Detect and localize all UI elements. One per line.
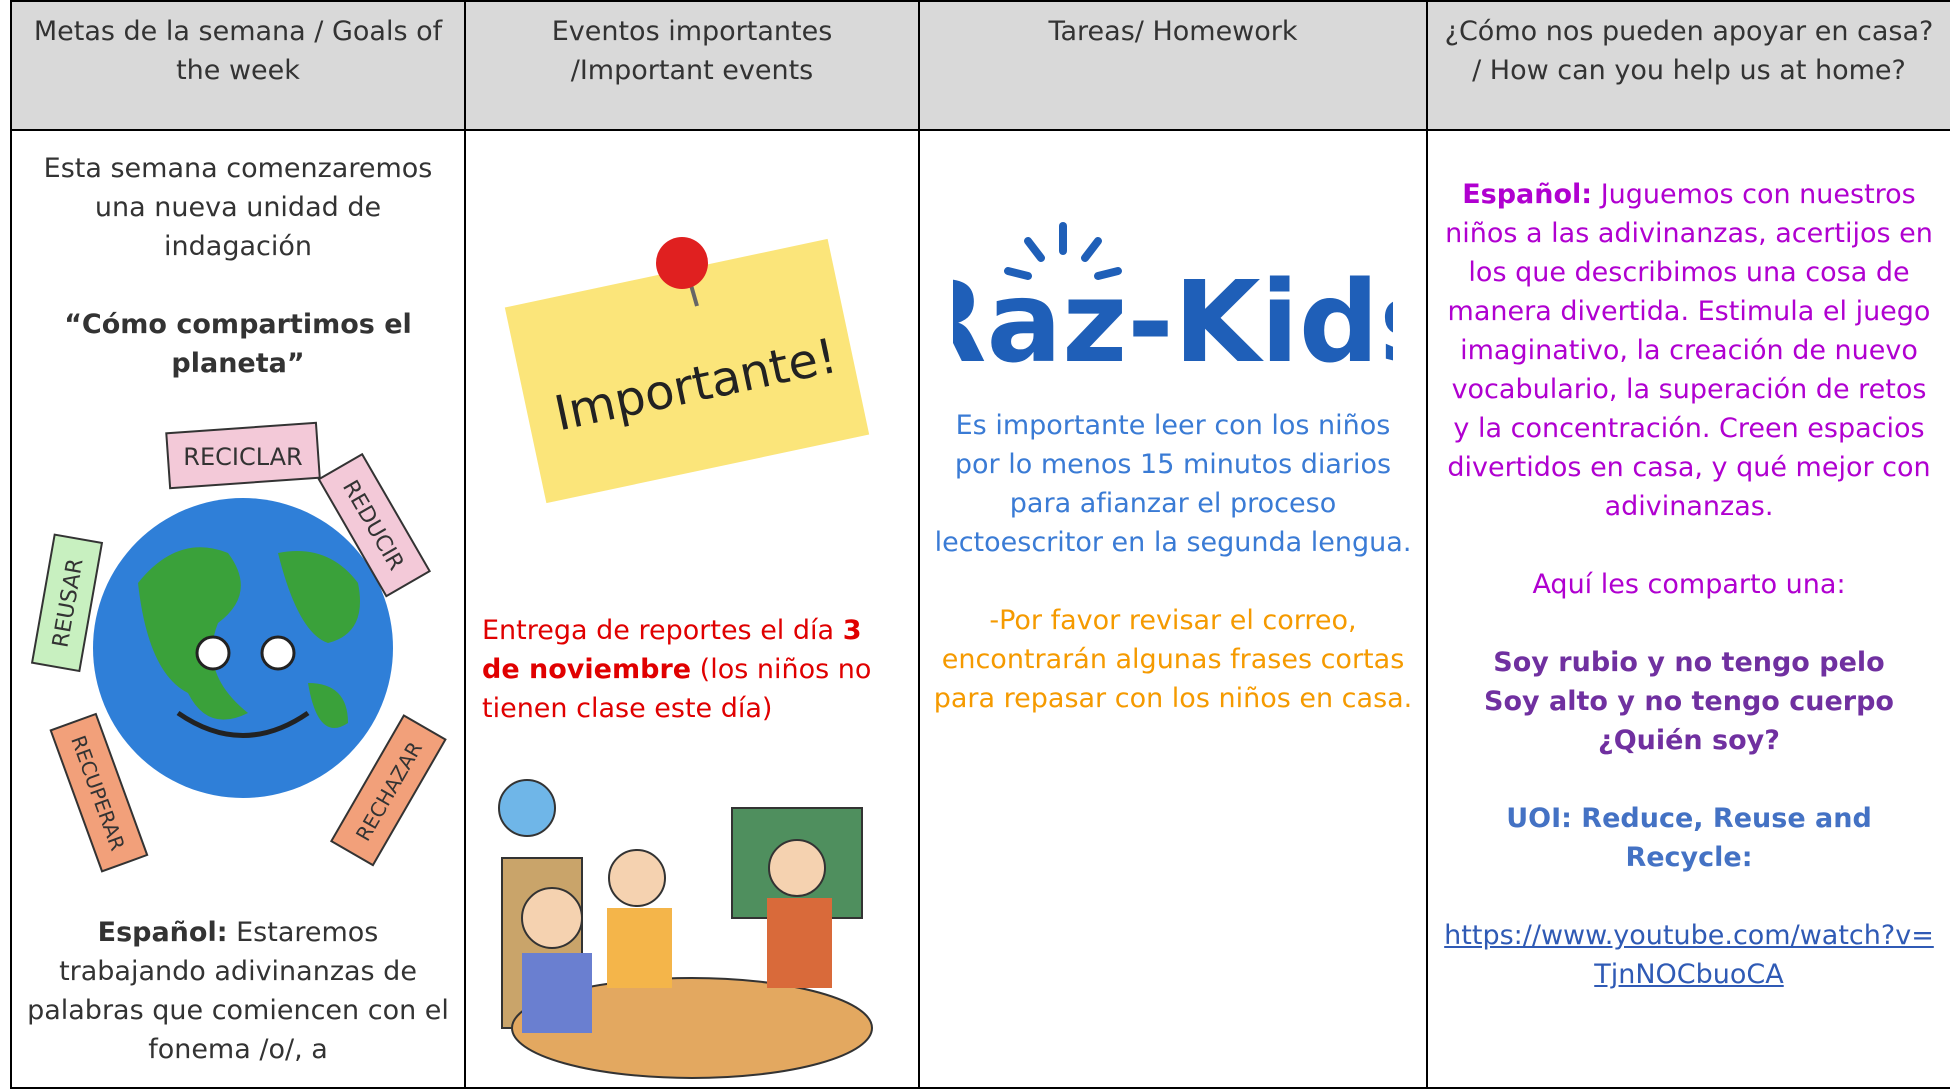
riddle-line: ¿Quién soy? [1598, 725, 1780, 756]
land [138, 547, 248, 720]
share: Aquí les comparto una: [1532, 569, 1846, 600]
intro: Esta semana comenzaremos una nueva unida… [43, 153, 433, 262]
goals-cell: Esta semana comenzaremos una nueva unida… [10, 129, 466, 1089]
header-cell: ¿Cómo nos pueden apoyar en casa? / How c… [1426, 0, 1950, 131]
classroom-image [498, 779, 873, 1079]
razkids-logo: Raz-Kids [953, 222, 1393, 376]
sticky-note: Importante! [504, 237, 870, 504]
header-cell: Tareas/ Homework [918, 0, 1428, 131]
label: Español: [1462, 179, 1593, 210]
logo-text: Raz-Kids [953, 258, 1393, 376]
link-wrap: https://www.youtube.com/watch?v=TjnNOCbu… [1440, 916, 1938, 994]
sign-label: RECICLAR [183, 443, 302, 471]
header-cell: Eventos importantes /Important events [464, 0, 920, 131]
events-cell: Importante! Entrega de reportes el día 3… [464, 129, 920, 1089]
body [607, 908, 672, 988]
body [522, 953, 592, 1033]
person [608, 849, 666, 907]
reading-text: Es importante leer con los niños por lo … [934, 410, 1412, 558]
label: Español: [97, 917, 228, 948]
riddle-line: Soy alto y no tengo cuerpo [1484, 686, 1894, 717]
sign: RECICLAR [165, 421, 321, 490]
smile [176, 710, 310, 738]
text: Entrega de reportes el día [482, 615, 835, 646]
land [278, 551, 360, 728]
events-text: Entrega de reportes el día 3 de noviembr… [478, 611, 906, 728]
text: (los niños no tienen clase este día) [482, 654, 872, 724]
text: Juguemos con nuestros niños a las adivin… [1445, 179, 1933, 522]
spanish-goal: Español: Estaremos trabajando adivinanza… [24, 913, 452, 1069]
date: 3 de noviembre [482, 615, 862, 685]
eye [260, 635, 296, 671]
person [768, 839, 826, 897]
sign: REUSAR [30, 533, 104, 673]
note [504, 238, 870, 504]
support-cell: Español: Juguemos con nuestros niños a l… [1426, 129, 1950, 1089]
video-link[interactable]: https://www.youtube.com/watch?v=TjnNOCbu… [1444, 920, 1934, 990]
homework-cell: Raz-Kids Es importante leer con los niño… [918, 129, 1428, 1089]
spanish-support: Español: Juguemos con nuestros niños a l… [1440, 175, 1938, 526]
person [521, 887, 583, 949]
riddle: Soy rubio y no tengo pelo Soy alto y no … [1440, 643, 1938, 760]
text: Estaremos trabajando adivinanzas de pala… [27, 917, 449, 1065]
pin [656, 237, 708, 289]
body [767, 898, 832, 988]
unit-title: “Cómo compartimos el planeta” [64, 309, 412, 379]
sun-rays [1004, 222, 1122, 280]
email-text: -Por favor revisar el correo, encontrará… [933, 605, 1413, 714]
globe-image: RECICLAR REDUCIR REUSAR RECUPERAR RECHAZ… [30, 421, 447, 873]
header-cell: Metas de la semana / Goals of the week [10, 0, 466, 131]
globe [93, 498, 393, 798]
eye [195, 635, 231, 671]
uoi: UOI: Reduce, Reuse and Recycle: [1506, 803, 1872, 873]
riddle-line: Soy rubio y no tengo pelo [1493, 647, 1885, 678]
globe-icon [498, 779, 556, 837]
